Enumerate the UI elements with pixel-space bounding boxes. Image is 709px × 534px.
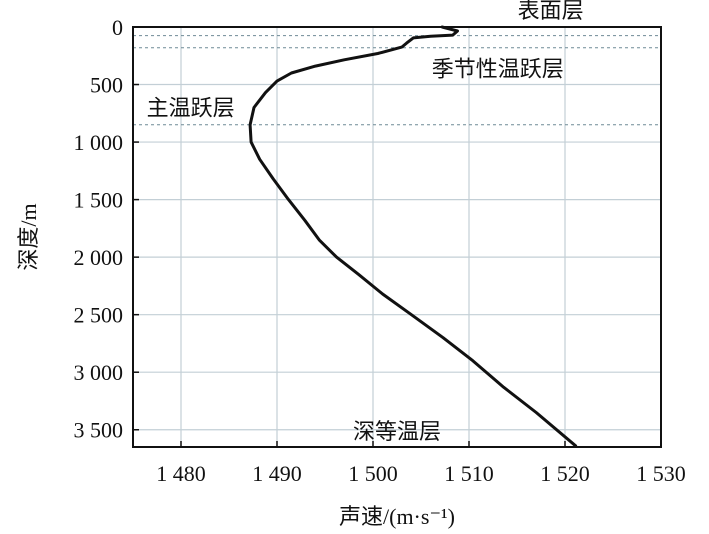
x-tick-label: 1 530	[636, 461, 686, 486]
layer-annotation: 表面层	[518, 0, 584, 24]
layer-annotation: 主温跃层	[147, 97, 235, 122]
y-tick-label: 0	[112, 15, 123, 40]
y-tick-label: 1 500	[74, 188, 124, 213]
y-tick-label: 1 000	[74, 130, 124, 155]
y-axis-title: 深度/m	[16, 203, 41, 270]
x-axis-title: 声速/(m·s⁻¹)	[339, 504, 455, 529]
y-tick-label: 3 000	[74, 360, 124, 385]
x-tick-label: 1 510	[444, 461, 494, 486]
layer-annotation: 深等温层	[353, 420, 441, 445]
layer-annotation: 季节性温跃层	[432, 57, 564, 82]
series-layer	[248, 25, 578, 448]
y-tick-label: 3 500	[74, 418, 124, 443]
x-tick-label: 1 480	[156, 461, 206, 486]
grid-lines	[133, 27, 661, 447]
plot-frame	[132, 26, 662, 448]
sound-speed-line	[248, 25, 578, 448]
x-tick-label: 1 490	[252, 461, 302, 486]
x-tick-label: 1 500	[348, 461, 398, 486]
y-tick-label: 500	[90, 73, 123, 98]
axis-ticks: 1 480 1 490 1 500 1 510 1 520 1 530 0 500 1 000 1…	[74, 15, 686, 486]
x-tick-label: 1 520	[540, 461, 590, 486]
y-tick-label: 2 500	[74, 303, 124, 328]
y-tick-label: 2 000	[74, 245, 124, 270]
